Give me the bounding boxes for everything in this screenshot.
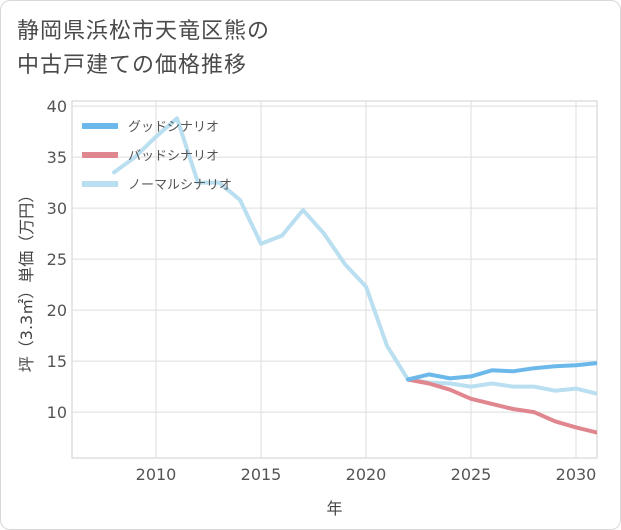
legend-label-1: バッドシナリオ <box>128 149 219 164</box>
y-tick-label: 30 <box>47 199 67 218</box>
y-tick-label: 40 <box>47 97 67 116</box>
plot-area <box>71 100 598 459</box>
series-line-1 <box>406 377 597 435</box>
y-tick-label: 35 <box>47 148 67 167</box>
x-axis-title: 年 <box>326 499 342 518</box>
x-tick-label: 2030 <box>556 465 597 484</box>
y-axis-title: 坪（3.3㎡）単価（万円） <box>17 187 36 372</box>
chart-title-line-2: 中古戸建ての価格推移 <box>17 53 248 78</box>
x-tick-label: 2015 <box>241 465 282 484</box>
y-tick-label: 25 <box>47 250 67 269</box>
series-line-0 <box>406 361 597 382</box>
y-tick-label: 20 <box>47 301 67 320</box>
chart-title: 静岡県浜松市天竜区熊の 中古戸建ての価格推移 <box>17 15 270 83</box>
y-tick-label: 15 <box>47 352 67 371</box>
series-line-2 <box>112 116 597 396</box>
x-tick-label: 2025 <box>451 465 492 484</box>
y-tick-label: 10 <box>47 403 67 422</box>
x-tick-label: 2020 <box>346 465 387 484</box>
x-tick-label: 2010 <box>136 465 177 484</box>
chart-title-line-1: 静岡県浜松市天竜区熊の <box>17 19 271 44</box>
legend-label-2: ノーマルシナリオ <box>128 178 232 193</box>
legend-label-0: グッドシナリオ <box>128 120 219 135</box>
